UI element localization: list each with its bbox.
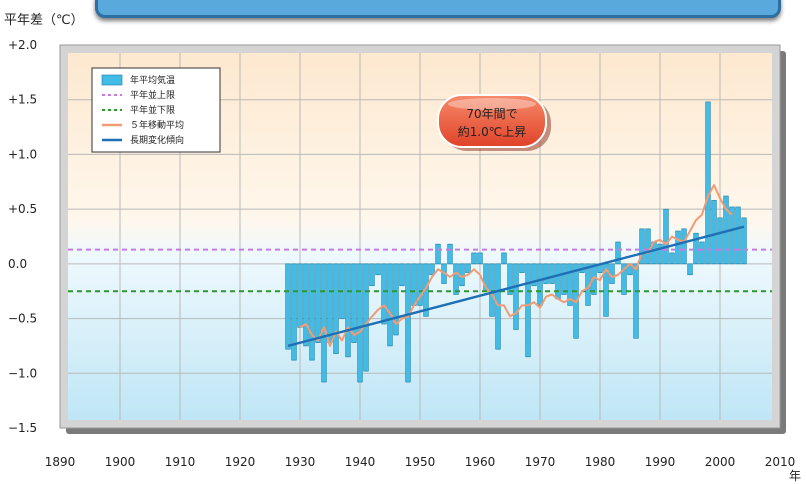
legend-label: 平年並下限: [130, 104, 175, 116]
x-axis-unit-label: 年: [789, 469, 802, 483]
y-tick-label: −1.5: [8, 421, 37, 435]
trend-line: [287, 225, 745, 348]
temperature-bar: [519, 263, 525, 273]
temperature-bar: [363, 263, 369, 372]
legend-label: ５年移動平均: [130, 119, 184, 131]
y-tick-label: +1.5: [8, 93, 37, 107]
temperature-bar: [693, 232, 699, 265]
temperature-bar: [501, 252, 507, 265]
temperature-bar: [717, 217, 723, 265]
temperature-bar: [375, 263, 381, 276]
annotation-line1: 70年間で: [466, 107, 517, 121]
temperature-bar: [429, 263, 435, 276]
temperature-bar: [735, 206, 741, 265]
temperature-bar: [663, 208, 669, 265]
moving-average-line: [299, 184, 733, 347]
x-tick-label: 1920: [225, 455, 256, 469]
x-tick-label: 1980: [585, 455, 616, 469]
x-tick-label: 1910: [165, 455, 196, 469]
title-banner: [95, 0, 781, 18]
temperature-bar: [567, 263, 573, 306]
x-tick-label: 1940: [345, 455, 376, 469]
temperature-bar: [381, 263, 387, 325]
x-tick-label: 2000: [705, 455, 736, 469]
temperature-bar: [657, 243, 663, 265]
temperature-bar: [477, 252, 483, 265]
temperature-bar: [633, 263, 639, 339]
temperature-bar: [531, 263, 537, 287]
y-tick-label: +2.0: [8, 38, 37, 52]
temperature-bar: [507, 263, 513, 295]
temperature-bar: [369, 263, 375, 287]
y-tick-label: −0.5: [8, 312, 37, 326]
x-tick-label: 2010: [765, 455, 796, 469]
temperature-bar: [669, 252, 675, 265]
y-tick-label: +1.0: [8, 147, 37, 161]
temperature-bar: [303, 263, 309, 347]
temperature-bar: [453, 263, 459, 295]
temperature-bar: [357, 263, 363, 383]
temperature-bar: [327, 263, 333, 343]
temperature-bar: [447, 243, 453, 265]
x-tick-label: 1990: [645, 455, 676, 469]
temperature-bar: [639, 228, 645, 265]
temperature-bar: [333, 263, 339, 354]
temperature-bar: [543, 263, 549, 284]
y-tick-label: +0.5: [8, 202, 37, 216]
temperature-bar: [729, 206, 735, 265]
temperature-bar: [561, 263, 567, 295]
temperature-bar: [513, 263, 519, 330]
temperature-bar: [681, 228, 687, 265]
temperature-bar: [645, 228, 651, 265]
temperature-bar: [741, 217, 747, 265]
temperature-bar: [711, 200, 717, 265]
y-tick-label: −1.0: [8, 366, 37, 380]
y-axis-unit-label: 平年差（℃）: [4, 13, 84, 28]
temperature-bar: [537, 263, 543, 306]
x-tick-label: 1890: [45, 455, 76, 469]
temperature-bar: [345, 263, 351, 358]
temperature-bar: [687, 263, 693, 276]
temperature-bar: [489, 263, 495, 317]
temperature-bar: [321, 263, 327, 383]
x-tick-label: 1970: [525, 455, 556, 469]
temperature-bar: [291, 263, 297, 361]
annotation-bubble: [437, 94, 547, 148]
temperature-bar: [555, 263, 561, 300]
temperature-bar: [675, 230, 681, 265]
y-tick-label: 0.0: [8, 257, 27, 271]
temperature-bar: [621, 263, 627, 295]
temperature-bar: [285, 263, 291, 350]
temperature-bar: [405, 263, 411, 383]
temperature-bar: [309, 263, 315, 361]
temperature-bar: [435, 243, 441, 265]
temperature-bar: [705, 101, 711, 265]
temperature-bar: [387, 263, 393, 347]
temperature-bar: [615, 241, 621, 265]
temperature-bar: [495, 263, 501, 350]
temperature-bar: [411, 263, 417, 306]
temperature-bar: [465, 263, 471, 273]
x-tick-label: 1900: [105, 455, 136, 469]
annotation-line2: 約1.0℃上昇: [458, 124, 527, 139]
temperature-bar: [315, 263, 321, 343]
x-tick-label: 1960: [465, 455, 496, 469]
annotation-highlight: [448, 98, 536, 110]
temperature-bar: [549, 263, 555, 284]
temperature-bar: [351, 263, 357, 343]
legend-label: 長期変化傾向: [130, 134, 184, 146]
temperature-bar: [471, 252, 477, 265]
legend-swatch-bar: [101, 74, 123, 86]
legend-label: 年平均気温: [130, 74, 175, 86]
temperature-bar: [699, 241, 705, 265]
temperature-bar: [417, 263, 423, 306]
temperature-bar: [399, 263, 405, 287]
temperature-bar: [297, 263, 303, 328]
x-tick-label: 1950: [405, 455, 436, 469]
temperature-bar: [393, 263, 399, 336]
x-tick-label: 1930: [285, 455, 316, 469]
legend-label: 平年並上限: [130, 89, 175, 101]
temperature-bar: [525, 263, 531, 358]
